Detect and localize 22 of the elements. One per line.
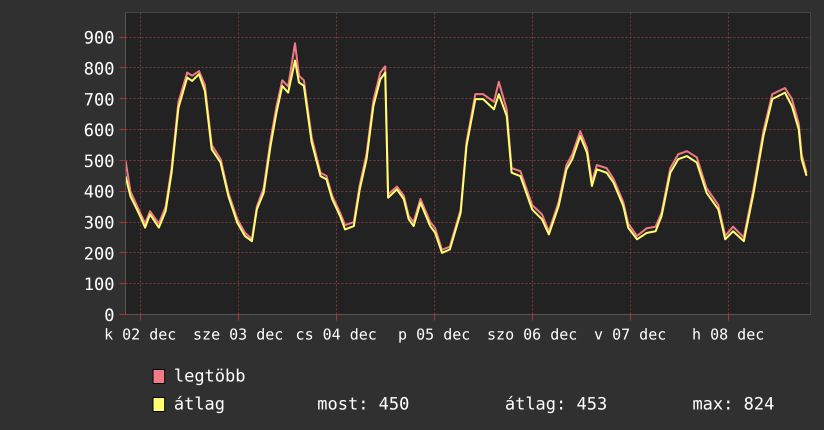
x-tick-label: v 07 dec bbox=[594, 326, 666, 344]
y-tick-label: 700 bbox=[84, 90, 115, 110]
x-tick-label: h 08 dec bbox=[692, 326, 764, 344]
y-tick-label: 800 bbox=[84, 59, 115, 80]
x-tick-label: szo 06 dec bbox=[487, 326, 578, 344]
x-tick-label: sze 03 dec bbox=[193, 326, 284, 344]
y-tick-label: 500 bbox=[84, 152, 115, 172]
y-tick-label: 100 bbox=[84, 275, 115, 296]
x-tick-label: cs 04 dec bbox=[296, 326, 377, 344]
y-tick-label: 900 bbox=[84, 28, 115, 49]
legend-label: átlag bbox=[174, 394, 226, 414]
y-tick-label: 600 bbox=[84, 121, 115, 142]
legend-label: legtöbb bbox=[174, 366, 246, 386]
x-tick-label: p 05 dec bbox=[398, 326, 470, 344]
text: most: 450 bbox=[317, 394, 410, 414]
y-tick-label: 400 bbox=[84, 182, 115, 203]
y-tick-label: 200 bbox=[84, 244, 115, 264]
x-tick-label: k 02 dec bbox=[104, 326, 176, 344]
y-tick-label: 0 bbox=[104, 306, 115, 326]
y-tick-label: 300 bbox=[84, 214, 115, 234]
text: max: 824 bbox=[692, 394, 774, 414]
text: átlag: 453 bbox=[504, 394, 608, 414]
